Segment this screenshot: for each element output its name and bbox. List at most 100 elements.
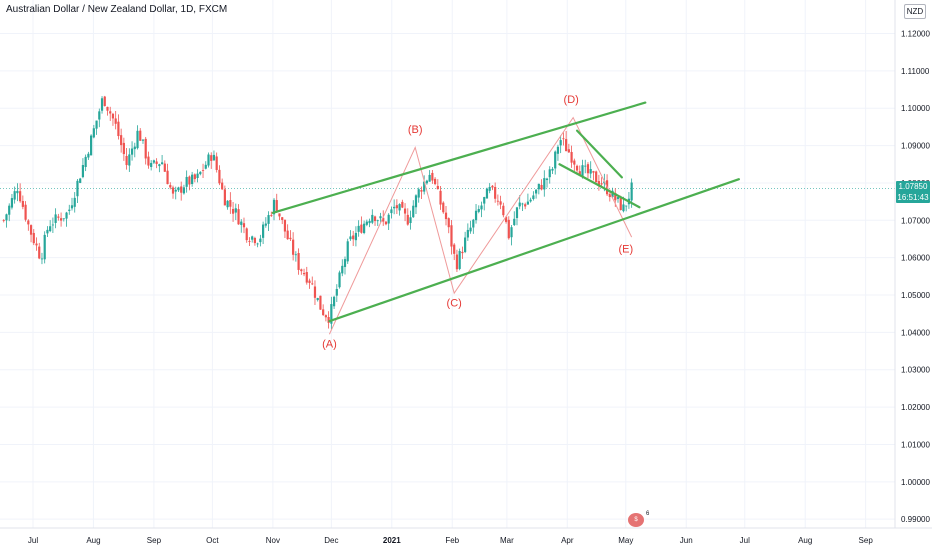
candle-up xyxy=(584,165,587,167)
candle-up xyxy=(259,238,262,243)
candle-down xyxy=(237,209,240,225)
candle-up xyxy=(363,223,366,234)
candle-down xyxy=(324,315,327,318)
candle-up xyxy=(398,204,401,211)
candle-down xyxy=(57,216,60,218)
candle-down xyxy=(382,217,385,222)
candle-down xyxy=(496,200,499,202)
candle-down xyxy=(565,139,568,152)
candle-down xyxy=(540,184,543,190)
candle-down xyxy=(455,254,459,270)
candle-down xyxy=(286,230,289,240)
candle-up xyxy=(100,98,104,111)
currency-badge[interactable]: NZD xyxy=(904,4,926,19)
candle-up xyxy=(240,221,243,225)
candle-up xyxy=(81,165,85,178)
candle-up xyxy=(551,168,554,171)
wave-label: (B) xyxy=(408,124,423,136)
channel-lines[interactable] xyxy=(271,101,741,323)
candle-down xyxy=(188,176,191,185)
event-count: 6 xyxy=(646,511,650,517)
time-axis[interactable]: Jul Aug Sep Oct Nov Dec 2021 Feb Mar Apr May Jun Jul… xyxy=(28,536,873,545)
time-tick-label: Sep xyxy=(147,536,162,545)
time-tick-label: Nov xyxy=(266,536,280,545)
candle-down xyxy=(111,113,115,119)
candle-down xyxy=(453,244,456,254)
wedge-upper-line[interactable] xyxy=(558,163,641,209)
price-axis[interactable]: 1.120001.110001.100001.090001.080001.070… xyxy=(901,30,930,525)
candle-down xyxy=(444,212,448,220)
candle-down xyxy=(2,220,5,221)
candle-up xyxy=(264,223,267,226)
last-price-value: 1.07850 xyxy=(898,182,928,191)
candle-up xyxy=(272,199,276,215)
candle-down xyxy=(507,219,510,239)
candle-down xyxy=(504,216,508,222)
candle-down xyxy=(600,183,603,185)
candle-up xyxy=(330,304,333,324)
candle-up xyxy=(251,236,254,240)
candle-down xyxy=(109,111,112,114)
candle-down xyxy=(619,196,622,211)
wave-labels: (A) (B) (C) (D) (E) xyxy=(322,94,633,351)
candle-up xyxy=(630,182,633,201)
candle-up xyxy=(581,165,584,177)
candle-down xyxy=(166,170,169,185)
candle-up xyxy=(8,205,11,215)
time-tick-label: Aug xyxy=(86,536,100,545)
candle-up xyxy=(589,169,592,174)
candle-down xyxy=(439,190,442,205)
candle-down xyxy=(32,232,35,244)
price-tick-label: 1.03000 xyxy=(901,366,930,375)
price-tick-label: 1.12000 xyxy=(901,30,930,39)
wave-label: (A) xyxy=(322,339,337,351)
candle-up xyxy=(464,237,467,253)
candle-up xyxy=(332,296,336,307)
price-tick-label: 1.06000 xyxy=(901,254,930,263)
candle-up xyxy=(526,201,530,205)
candle-up xyxy=(79,178,82,183)
candle-down xyxy=(578,171,581,175)
candle-up xyxy=(483,197,486,204)
candle-down xyxy=(29,225,33,235)
time-tick-label: Oct xyxy=(206,536,219,545)
candle-down xyxy=(215,156,218,170)
candle-up xyxy=(518,202,521,207)
candle-up xyxy=(425,180,428,184)
candle-down xyxy=(494,186,497,199)
candle-down xyxy=(292,239,295,255)
candle-up xyxy=(84,156,87,168)
candle-up xyxy=(54,214,57,223)
candle-down xyxy=(59,218,63,221)
candle-down xyxy=(608,193,611,198)
candle-up xyxy=(480,205,483,210)
candle-down xyxy=(420,190,423,192)
candle-up xyxy=(417,189,420,198)
candle-down xyxy=(114,118,117,124)
candle-down xyxy=(360,224,363,233)
candle-down xyxy=(19,191,22,202)
candle-up xyxy=(428,174,431,182)
candle-up xyxy=(616,197,620,199)
candle-up xyxy=(485,188,489,199)
candle-up xyxy=(207,154,210,166)
candle-up xyxy=(43,234,46,260)
candle-down xyxy=(242,223,246,228)
candle-down xyxy=(401,201,404,208)
dividend-flag-icon[interactable]: $ xyxy=(628,513,644,527)
candle-up xyxy=(469,227,472,232)
upper-channel-line[interactable] xyxy=(271,101,647,214)
lower-channel-line[interactable] xyxy=(328,178,741,323)
wedge-lower-line[interactable] xyxy=(575,129,624,179)
symbol-title[interactable]: Australian Dollar / New Zealand Dollar, … xyxy=(6,4,228,15)
candle-up xyxy=(267,215,270,224)
candlestick-series xyxy=(2,95,633,330)
candle-down xyxy=(597,181,600,186)
candle-down xyxy=(352,235,355,240)
candle-down xyxy=(586,164,590,174)
candle-down xyxy=(117,121,120,137)
wave-zigzag-line xyxy=(328,116,633,335)
candle-down xyxy=(442,202,445,213)
candle-up xyxy=(341,265,344,274)
